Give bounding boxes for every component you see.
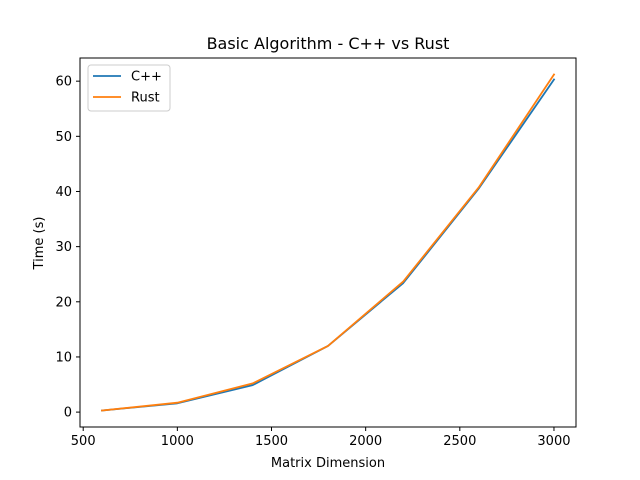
legend-label: C++	[131, 70, 162, 85]
chart-title: Basic Algorithm - C++ vs Rust	[207, 34, 450, 53]
plot-frame	[79, 57, 577, 428]
y-tick-label: 20	[55, 295, 72, 310]
x-tick-label: 1500	[255, 434, 288, 449]
series-line-rust	[101, 73, 556, 412]
x-tick-label: 3000	[537, 434, 570, 449]
y-tick-label: 50	[55, 130, 72, 145]
x-tick-label: 1000	[161, 434, 194, 449]
x-tick-label: 2000	[349, 434, 382, 449]
y-tick-label: 30	[55, 240, 72, 255]
y-tick-label: 40	[55, 185, 72, 200]
y-axis-label: Time (s)	[32, 217, 47, 271]
x-axis: 500 1000 1500 2000 2500 3000	[71, 427, 571, 449]
y-tick-label: 60	[55, 75, 72, 90]
x-tick-label: 500	[71, 434, 96, 449]
y-axis: 0 10 20 30 40 50 60	[55, 75, 80, 421]
legend-items: C++ Rust	[93, 70, 162, 106]
x-tick-label: 2500	[443, 434, 476, 449]
x-axis-label: Matrix Dimension	[271, 456, 385, 471]
legend-label: Rust	[131, 91, 160, 106]
plot-area: 500 1000 1500 2000 2500 3000 0 10 20 30 40 50 60	[55, 57, 577, 449]
y-tick-label: 10	[55, 350, 72, 365]
series-layer	[101, 73, 556, 412]
y-tick-label: 0	[64, 406, 72, 421]
legend: C++ Rust	[87, 64, 171, 112]
